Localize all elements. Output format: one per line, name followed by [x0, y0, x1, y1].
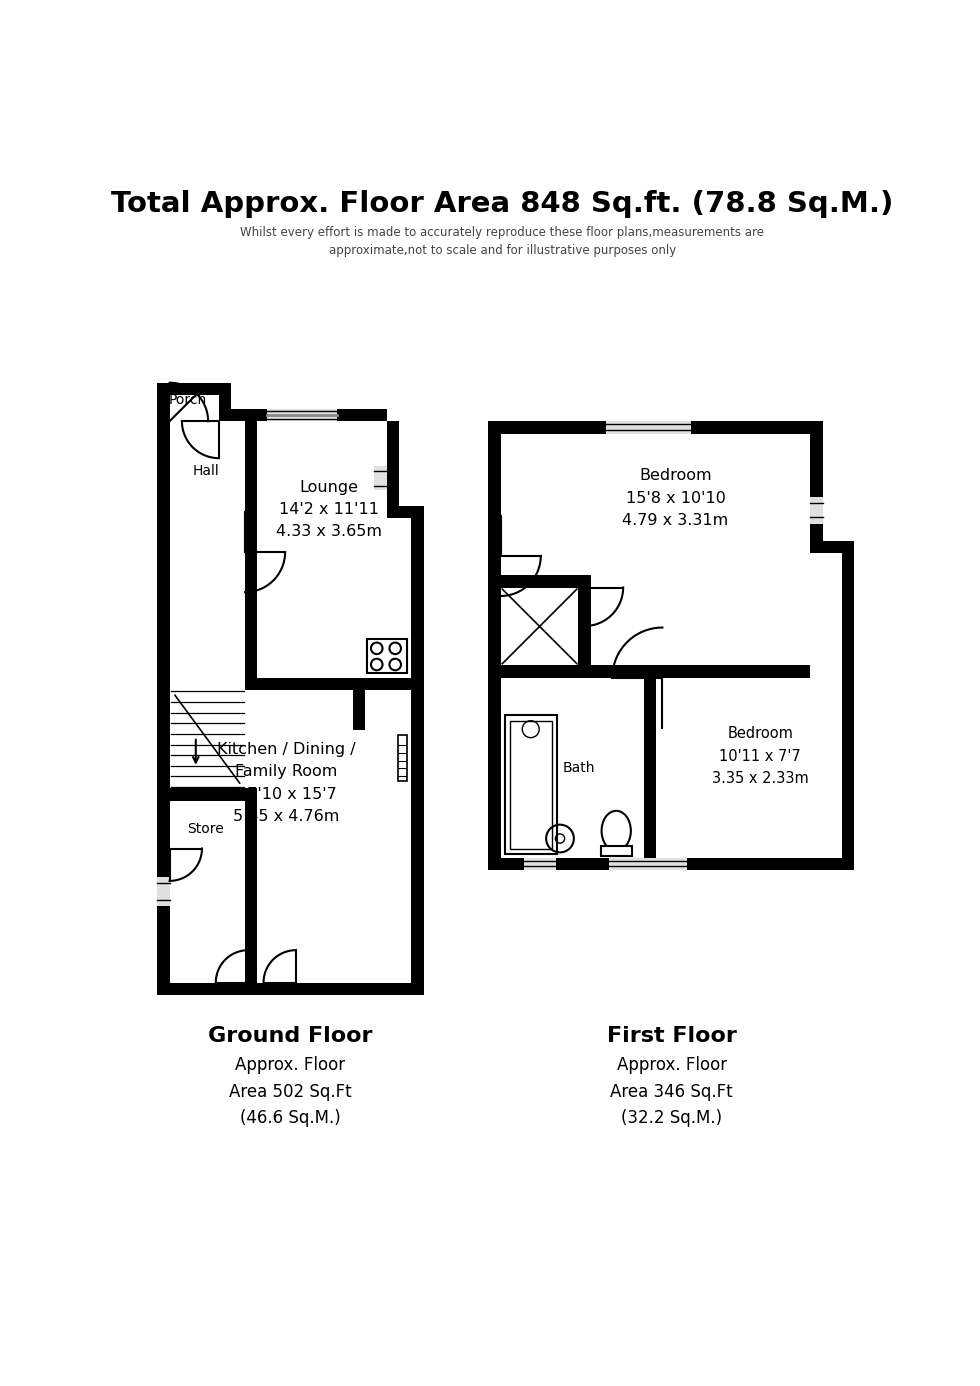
Bar: [387, 421, 399, 518]
Text: Bedroom
10'11 x 7'7
3.35 x 2.33m: Bedroom 10'11 x 7'7 3.35 x 2.33m: [711, 726, 808, 786]
Bar: [578, 575, 591, 678]
Bar: [810, 421, 822, 553]
Text: Whilst every effort is made to accurately reproduce these floor plans,measuremen: Whilst every effort is made to accuratel…: [240, 226, 764, 258]
Ellipse shape: [602, 811, 631, 851]
Text: Lounge
14'2 x 11'11
4.33 x 3.65m: Lounge 14'2 x 11'11 4.33 x 3.65m: [276, 480, 382, 539]
Bar: [501, 665, 657, 678]
Bar: [601, 847, 631, 857]
Bar: [644, 665, 657, 858]
Bar: [488, 421, 501, 870]
Bar: [245, 409, 258, 678]
Bar: [842, 541, 855, 870]
Text: Kitchen / Dining /
Family Room
17'10 x 15'7
5.45 x 4.76m: Kitchen / Dining / Family Room 17'10 x 1…: [218, 743, 356, 823]
Bar: [157, 383, 231, 395]
Bar: [810, 496, 822, 524]
Bar: [691, 421, 810, 434]
Bar: [219, 383, 231, 421]
Bar: [337, 409, 387, 421]
Text: Total Approx. Floor Area 848 Sq.ft. (78.8 Sq.M.): Total Approx. Floor Area 848 Sq.ft. (78.…: [111, 190, 894, 218]
Bar: [488, 858, 855, 870]
Bar: [170, 789, 258, 801]
Bar: [374, 466, 387, 491]
Bar: [387, 506, 423, 518]
Bar: [157, 983, 423, 995]
Bar: [157, 383, 170, 995]
Bar: [231, 409, 387, 421]
Bar: [505, 715, 557, 854]
Bar: [657, 665, 810, 678]
Text: Bath: Bath: [563, 761, 596, 775]
Bar: [488, 421, 607, 434]
Text: Ground Floor: Ground Floor: [208, 1026, 372, 1045]
Text: Porch: Porch: [169, 394, 207, 407]
Bar: [510, 721, 552, 848]
Text: Hall: Hall: [192, 464, 220, 478]
Text: First Floor: First Floor: [607, 1026, 737, 1045]
Bar: [231, 409, 268, 421]
Bar: [398, 735, 407, 780]
Bar: [523, 858, 556, 870]
Bar: [501, 575, 591, 588]
Bar: [810, 541, 855, 553]
Bar: [607, 421, 691, 434]
Text: Approx. Floor
Area 346 Sq.Ft
(32.2 Sq.M.): Approx. Floor Area 346 Sq.Ft (32.2 Sq.M.…: [611, 1056, 733, 1127]
Bar: [157, 877, 170, 906]
Text: Approx. Floor
Area 502 Sq.Ft
(46.6 Sq.M.): Approx. Floor Area 502 Sq.Ft (46.6 Sq.M.…: [229, 1056, 352, 1127]
Bar: [353, 690, 366, 730]
Bar: [609, 858, 687, 870]
Bar: [245, 789, 258, 983]
Bar: [268, 409, 337, 421]
Bar: [245, 678, 412, 690]
Bar: [412, 506, 423, 995]
Text: Bedroom
15'8 x 10'10
4.79 x 3.31m: Bedroom 15'8 x 10'10 4.79 x 3.31m: [622, 468, 728, 528]
Text: Store: Store: [187, 822, 224, 836]
Bar: [367, 639, 407, 674]
